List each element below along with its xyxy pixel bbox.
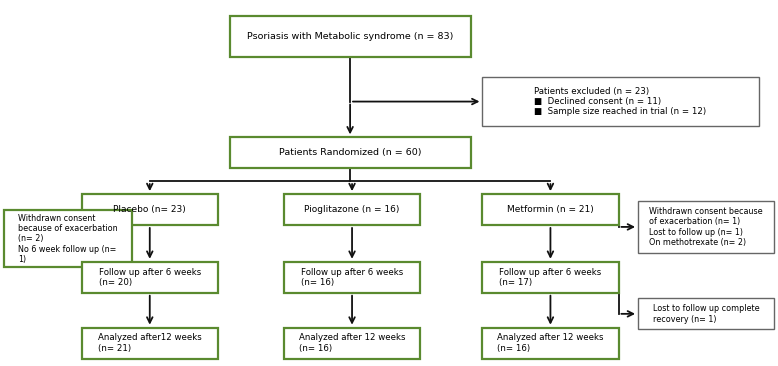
Text: Metformin (n = 21): Metformin (n = 21) — [507, 205, 594, 214]
FancyBboxPatch shape — [482, 77, 759, 126]
FancyBboxPatch shape — [638, 201, 774, 253]
FancyBboxPatch shape — [82, 328, 218, 359]
FancyBboxPatch shape — [4, 210, 132, 267]
FancyBboxPatch shape — [82, 262, 218, 293]
Text: Psoriasis with Metabolic syndrome (n = 83): Psoriasis with Metabolic syndrome (n = 8… — [247, 32, 454, 41]
Text: Pioglitazone (n = 16): Pioglitazone (n = 16) — [304, 205, 400, 214]
Text: Analyzed after 12 weeks
(n= 16): Analyzed after 12 weeks (n= 16) — [299, 333, 405, 353]
FancyBboxPatch shape — [482, 262, 619, 293]
Text: Patients excluded (n = 23)
■  Declined consent (n = 11)
■  Sample size reached i: Patients excluded (n = 23) ■ Declined co… — [534, 87, 706, 116]
Text: Placebo (n= 23): Placebo (n= 23) — [114, 205, 186, 214]
FancyBboxPatch shape — [638, 298, 774, 329]
Text: Follow up after 6 weeks
(n= 17): Follow up after 6 weeks (n= 17) — [499, 268, 601, 287]
FancyBboxPatch shape — [284, 328, 420, 359]
Text: Withdrawn consent because
of exacerbation (n= 1)
Lost to follow up (n= 1)
On met: Withdrawn consent because of exacerbatio… — [649, 207, 763, 247]
FancyBboxPatch shape — [230, 137, 471, 168]
Text: Withdrawn consent
because of exacerbation
(n= 2)
No 6 week follow up (n=
1): Withdrawn consent because of exacerbatio… — [18, 213, 118, 264]
FancyBboxPatch shape — [284, 194, 420, 225]
Text: Analyzed after 12 weeks
(n= 16): Analyzed after 12 weeks (n= 16) — [497, 333, 604, 353]
FancyBboxPatch shape — [230, 16, 471, 57]
FancyBboxPatch shape — [482, 328, 619, 359]
FancyBboxPatch shape — [82, 194, 218, 225]
Text: Lost to follow up complete
recovery (n= 1): Lost to follow up complete recovery (n= … — [653, 304, 759, 324]
Text: Follow up after 6 weeks
(n= 20): Follow up after 6 weeks (n= 20) — [99, 268, 201, 287]
FancyBboxPatch shape — [482, 194, 619, 225]
Text: Analyzed after12 weeks
(n= 21): Analyzed after12 weeks (n= 21) — [98, 333, 202, 353]
FancyBboxPatch shape — [284, 262, 420, 293]
Text: Follow up after 6 weeks
(n= 16): Follow up after 6 weeks (n= 16) — [301, 268, 403, 287]
Text: Patients Randomized (n = 60): Patients Randomized (n = 60) — [279, 148, 422, 157]
